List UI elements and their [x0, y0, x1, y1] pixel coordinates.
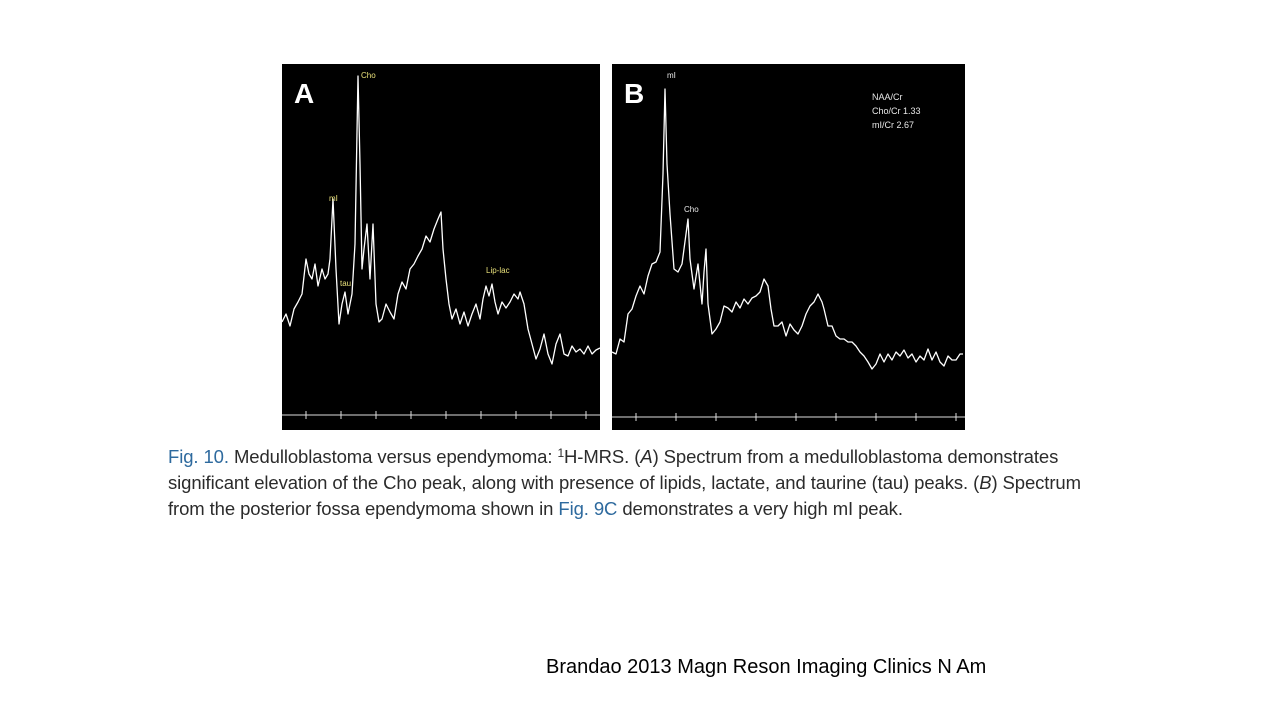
peak-label-cho: Cho — [684, 205, 699, 214]
spectrum-b-trace — [612, 88, 963, 370]
spectrum-a-plot — [282, 75, 600, 419]
caption-fig-ref-link[interactable]: Fig. 9C — [558, 498, 618, 519]
panel-a-letter: A — [294, 78, 315, 109]
spectrum-a-trace — [282, 75, 600, 365]
spectrum-panel-b: B mI Cho NAA/Cr Cho/Cr 1.33 mI/Cr 2.67 — [612, 64, 965, 430]
peak-label-cho: Cho — [361, 71, 376, 80]
spectrum-b-plot — [612, 88, 965, 421]
caption-fig-label: Fig. 10. — [168, 446, 229, 467]
peak-label-mi: mI — [329, 194, 338, 203]
caption-text-3: ) Spectrum from a medulloblastoma demons… — [168, 446, 1059, 493]
spectrum-panel-a: A Cho mI tau Lip-lac — [282, 64, 600, 430]
citation: Brandao 2013 Magn Reson Imaging Clinics … — [546, 656, 987, 678]
ratio-naa-cr: NAA/Cr — [872, 92, 903, 102]
peak-label-tau: tau — [340, 279, 352, 288]
caption-text-2: H-MRS. ( — [564, 446, 641, 467]
caption-text-4: ) Spectrum from the posterior fossa epen… — [168, 472, 1081, 519]
figure-caption: Fig. 10. Medulloblastoma versus ependymo… — [168, 444, 1088, 522]
caption-text-1: Medulloblastoma versus ependymoma: — [228, 446, 558, 467]
peak-label-lip-lac: Lip-lac — [486, 266, 510, 275]
caption-superscript: 1 — [557, 446, 565, 460]
peak-label-mi: mI — [667, 71, 676, 80]
caption-panel-b-ref: B — [979, 472, 992, 493]
caption-text-5: demonstrates a very high mI peak. — [617, 498, 903, 519]
panel-b-letter: B — [624, 78, 645, 109]
spectrum-a-axis-ticks — [305, 411, 587, 419]
spectrum-b-axis-ticks — [635, 413, 957, 421]
metabolite-ratios: NAA/Cr Cho/Cr 1.33 mI/Cr 2.67 — [872, 90, 921, 132]
caption-panel-a-ref: A — [640, 446, 653, 467]
ratio-mi-cr: mI/Cr 2.67 — [872, 120, 915, 130]
ratio-cho-cr: Cho/Cr 1.33 — [872, 106, 921, 116]
